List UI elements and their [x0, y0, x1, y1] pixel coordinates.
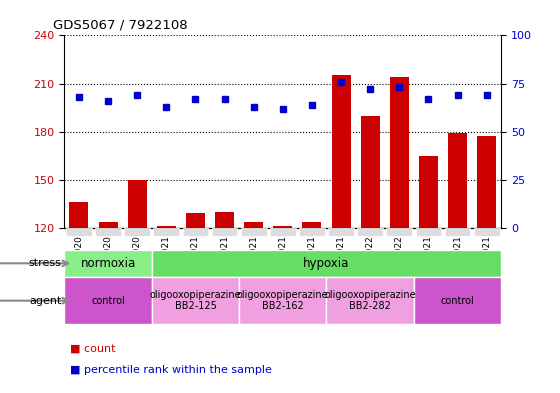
Text: oligooxopiperazine
BB2-282: oligooxopiperazine BB2-282 [324, 290, 416, 311]
Bar [448, 133, 467, 228]
Text: hypoxia: hypoxia [304, 257, 349, 270]
Bar [239, 277, 326, 324]
Bar [152, 277, 239, 324]
Bar [361, 116, 380, 228]
Bar [128, 180, 147, 228]
Text: oligooxopiperazine
BB2-125: oligooxopiperazine BB2-125 [150, 290, 241, 311]
Bar [64, 277, 152, 324]
Bar [390, 77, 409, 228]
Text: ■ percentile rank within the sample: ■ percentile rank within the sample [70, 365, 272, 375]
Bar [332, 75, 351, 228]
Bar [273, 226, 292, 228]
Text: control: control [91, 296, 125, 306]
Text: control: control [441, 296, 474, 306]
Bar [215, 212, 234, 228]
Bar [419, 156, 438, 228]
Text: stress: stress [29, 258, 62, 268]
Bar [64, 250, 152, 277]
Bar [69, 202, 88, 228]
Text: oligooxopiperazine
BB2-162: oligooxopiperazine BB2-162 [237, 290, 329, 311]
Bar [157, 226, 176, 228]
Text: GDS5067 / 7922108: GDS5067 / 7922108 [53, 18, 188, 31]
Bar [186, 213, 205, 228]
Bar [326, 277, 414, 324]
Bar [244, 222, 263, 228]
Bar [477, 136, 496, 228]
Text: normoxia: normoxia [81, 257, 136, 270]
Bar [152, 250, 501, 277]
Text: agent: agent [29, 296, 62, 306]
Bar [99, 222, 118, 228]
Bar [302, 222, 321, 228]
Text: ■ count: ■ count [70, 344, 115, 354]
Bar [414, 277, 501, 324]
